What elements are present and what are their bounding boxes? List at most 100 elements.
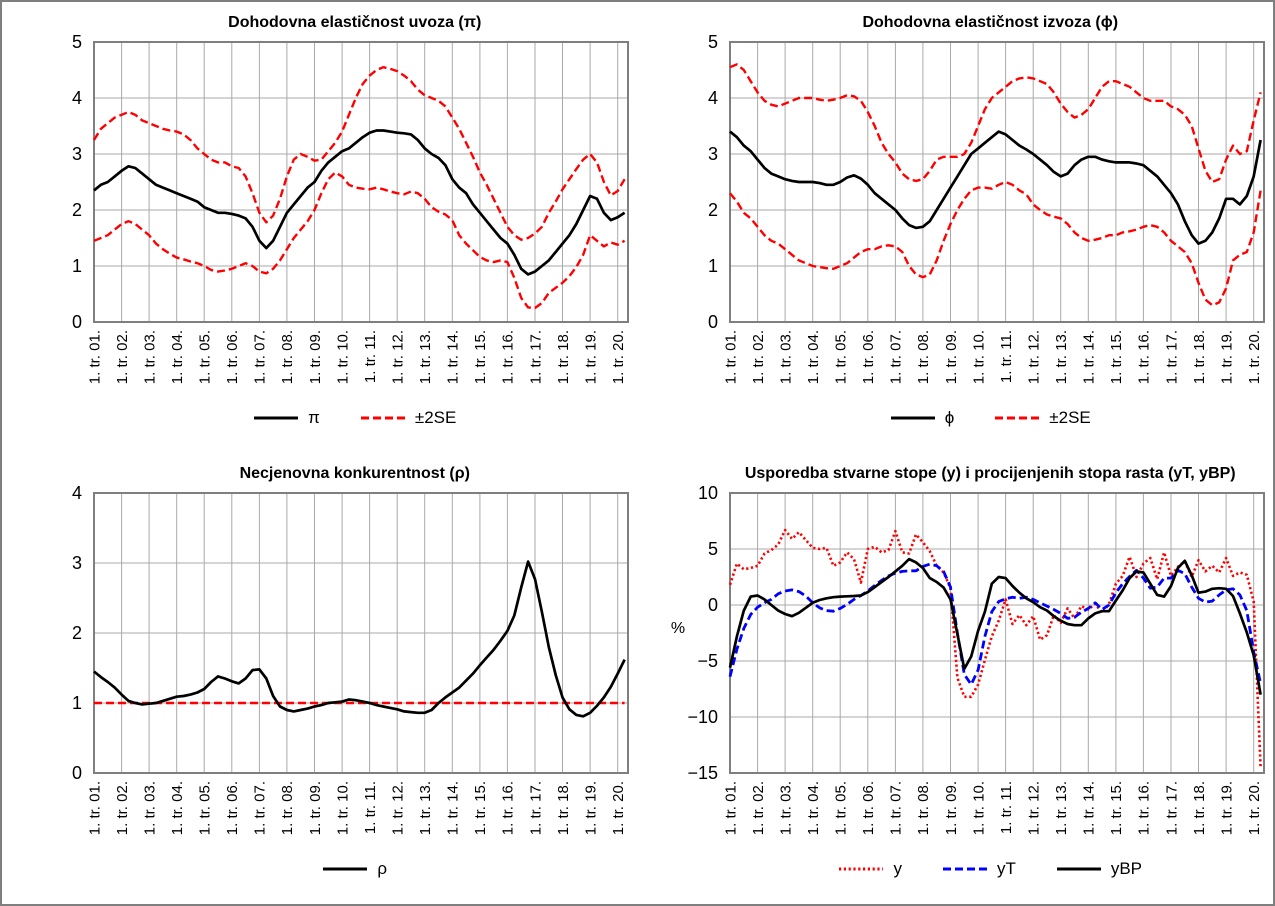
- svg-text:3: 3: [707, 144, 717, 164]
- svg-text:1. tr. 05.: 1. tr. 05.: [832, 781, 849, 835]
- legend-item-pi: π: [253, 408, 320, 428]
- svg-text:1. tr. 19.: 1. tr. 19.: [1218, 330, 1235, 384]
- svg-text:1. tr. 06.: 1. tr. 06.: [224, 781, 241, 835]
- svg-text:1. tr. 16.: 1. tr. 16.: [500, 330, 517, 384]
- svg-text:1. tr. 11.: 1. tr. 11.: [362, 781, 379, 834]
- legend-label-2se: ±2SE: [1049, 408, 1091, 427]
- svg-text:1. tr. 20.: 1. tr. 20.: [610, 781, 627, 835]
- svg-text:1. tr. 10.: 1. tr. 10.: [334, 781, 351, 835]
- svg-text:1. tr. 02.: 1. tr. 02.: [749, 781, 766, 835]
- svg-text:1. tr. 18.: 1. tr. 18.: [1190, 330, 1207, 384]
- chart-title-growth-rates-comparison: Usporedba stvarne stope (y) i procijenje…: [744, 465, 1236, 482]
- svg-text:1. tr. 07.: 1. tr. 07.: [252, 781, 269, 835]
- dashed-line-icon: [994, 411, 1040, 425]
- svg-text:1. tr. 14.: 1. tr. 14.: [1080, 330, 1097, 384]
- svg-text:1. tr. 13.: 1. tr. 13.: [1052, 330, 1069, 384]
- svg-text:−10: −10: [687, 707, 718, 727]
- svg-text:1. tr. 17.: 1. tr. 17.: [1163, 330, 1180, 384]
- export-elasticity-plot: 0 1 2 3 4 5 1. tr. 01. 1. tr. 02. 1. tr. 03. 1. t…: [707, 34, 1265, 384]
- svg-text:1. tr. 03.: 1. tr. 03.: [777, 330, 794, 384]
- legend-label-rho: ρ: [377, 859, 388, 878]
- svg-text:1. tr. 08.: 1. tr. 08.: [279, 330, 296, 384]
- svg-text:1. tr. 18.: 1. tr. 18.: [555, 781, 572, 835]
- legend-label-pi: π: [308, 408, 320, 427]
- svg-text:1. tr. 16.: 1. tr. 16.: [1135, 330, 1152, 384]
- chart-title-export-elasticity: Dohodovna elastičnost izvoza (ϕ): [862, 14, 1119, 31]
- svg-text:2: 2: [72, 200, 82, 220]
- svg-text:1. tr. 05.: 1. tr. 05.: [196, 781, 213, 835]
- svg-text:−15: −15: [687, 763, 718, 783]
- legend-growth-rates-comparison: y yT yBP: [638, 859, 1274, 879]
- svg-text:1. tr. 05.: 1. tr. 05.: [832, 330, 849, 384]
- svg-text:1. tr. 12.: 1. tr. 12.: [389, 330, 406, 384]
- import-elasticity-plot: 0 1 2 3 4 5 1. tr. 01. 1. tr. 02. 1. tr. 03. 1. t…: [72, 34, 629, 384]
- svg-text:1. tr. 19.: 1. tr. 19.: [582, 781, 599, 835]
- legend-item-phi: ϕ: [890, 408, 955, 428]
- svg-text:1. tr. 01.: 1. tr. 01.: [722, 781, 739, 835]
- svg-text:1. tr. 14.: 1. tr. 14.: [1080, 781, 1097, 835]
- svg-text:1. tr. 09.: 1. tr. 09.: [307, 781, 324, 835]
- legend-item-yt: yT: [942, 859, 1016, 879]
- legend-label-yt: yT: [996, 859, 1016, 878]
- svg-text:1. tr. 02.: 1. tr. 02.: [114, 330, 131, 384]
- chart-panel-export-elasticity: Dohodovna elastičnost izvoza (ϕ) 0 1 2 3 4 5 1…: [638, 2, 1274, 453]
- svg-text:1. tr. 08.: 1. tr. 08.: [279, 781, 296, 835]
- chart-panel-import-elasticity: Dohodovna elastičnost uvoza (π) 0 1 2 3 4 5 1.…: [2, 2, 638, 453]
- svg-text:4: 4: [72, 485, 82, 503]
- svg-text:1. tr. 06.: 1. tr. 06.: [860, 781, 877, 835]
- svg-text:3: 3: [72, 553, 82, 573]
- svg-text:1. tr. 10.: 1. tr. 10.: [334, 330, 351, 384]
- legend-item-2se: ±2SE: [360, 408, 456, 428]
- svg-text:1. tr. 17.: 1. tr. 17.: [1163, 781, 1180, 835]
- svg-text:1. tr. 03.: 1. tr. 03.: [777, 781, 794, 835]
- legend-label-ybp: yBP: [1110, 859, 1143, 878]
- svg-text:3: 3: [72, 144, 82, 164]
- svg-text:1. tr. 04.: 1. tr. 04.: [169, 781, 186, 835]
- svg-text:5: 5: [707, 34, 717, 52]
- legend-label-phi: ϕ: [944, 408, 955, 427]
- svg-text:1. tr. 19.: 1. tr. 19.: [1218, 781, 1235, 835]
- legend-export-elasticity: ϕ ±2SE: [638, 408, 1274, 428]
- svg-text:1. tr. 09.: 1. tr. 09.: [942, 781, 959, 835]
- svg-text:1. tr. 10.: 1. tr. 10.: [970, 781, 987, 835]
- legend-nonprice-competitiveness: ρ: [2, 859, 638, 879]
- nonprice-competitiveness-plot: 0 1 2 3 4 1. tr. 01. 1. tr. 02. 1. tr. 03. 1. tr…: [72, 485, 629, 835]
- svg-text:1. tr. 11.: 1. tr. 11.: [997, 781, 1014, 834]
- svg-text:4: 4: [72, 88, 82, 108]
- legend-item-y: y: [838, 859, 902, 879]
- svg-text:1. tr. 05.: 1. tr. 05.: [196, 330, 213, 384]
- svg-text:1: 1: [72, 693, 82, 713]
- svg-text:0: 0: [72, 763, 82, 783]
- chart-title-import-elasticity: Dohodovna elastičnost uvoza (π): [228, 14, 482, 31]
- solid-line-icon: [890, 411, 936, 425]
- svg-text:1. tr. 01.: 1. tr. 01.: [86, 330, 103, 384]
- svg-text:%: %: [670, 620, 684, 637]
- svg-text:1. tr. 04.: 1. tr. 04.: [169, 330, 186, 384]
- svg-text:1. tr. 14.: 1. tr. 14.: [445, 781, 462, 835]
- chart-title-nonprice-competitiveness: Necjenovna konkurentnost (ρ): [239, 465, 470, 482]
- svg-text:1. tr. 20.: 1. tr. 20.: [1245, 781, 1262, 835]
- legend-item-2se: ±2SE: [994, 408, 1091, 428]
- dashed-line-icon: [360, 411, 406, 425]
- svg-text:0: 0: [707, 595, 717, 615]
- legend-label-y: y: [893, 859, 902, 878]
- svg-text:1: 1: [707, 256, 717, 276]
- chart-panel-growth-rates-comparison: Usporedba stvarne stope (y) i procijenje…: [638, 453, 1274, 904]
- svg-text:1. tr. 02.: 1. tr. 02.: [114, 781, 131, 835]
- svg-text:1. tr. 17.: 1. tr. 17.: [527, 781, 544, 835]
- svg-text:2: 2: [707, 200, 717, 220]
- svg-text:1. tr. 18.: 1. tr. 18.: [1190, 781, 1207, 835]
- svg-text:1. tr. 15.: 1. tr. 15.: [1108, 781, 1125, 835]
- svg-text:1. tr. 06.: 1. tr. 06.: [224, 330, 241, 384]
- svg-text:1. tr. 11.: 1. tr. 11.: [997, 330, 1014, 383]
- svg-text:1. tr. 20.: 1. tr. 20.: [610, 330, 627, 384]
- svg-text:1. tr. 09.: 1. tr. 09.: [307, 330, 324, 384]
- svg-text:1. tr. 07.: 1. tr. 07.: [252, 330, 269, 384]
- svg-text:1. tr. 04.: 1. tr. 04.: [804, 330, 821, 384]
- svg-text:1. tr. 12.: 1. tr. 12.: [1025, 330, 1042, 384]
- svg-text:1. tr. 13.: 1. tr. 13.: [1052, 781, 1069, 835]
- svg-text:2: 2: [72, 623, 82, 643]
- svg-text:1. tr. 20.: 1. tr. 20.: [1245, 330, 1262, 384]
- svg-text:1. tr. 07.: 1. tr. 07.: [887, 330, 904, 384]
